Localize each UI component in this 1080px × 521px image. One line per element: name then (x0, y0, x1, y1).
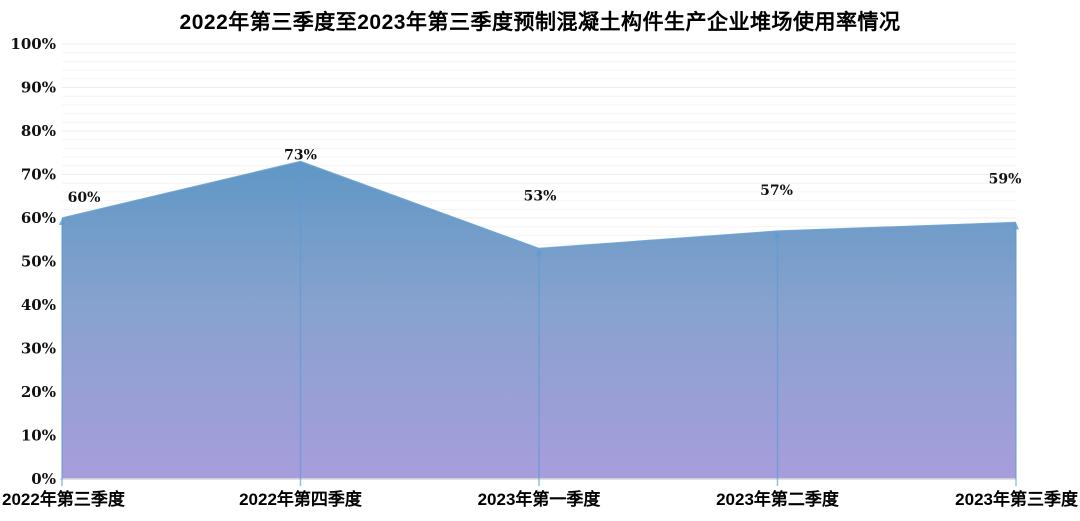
data-label: 57% (760, 183, 793, 199)
x-axis-category-label: 2023年第二季度 (716, 489, 840, 509)
x-axis-category-label: 2022年第三季度 (2, 489, 126, 509)
chart-title: 2022年第三季度至2023年第三季度预制混凝土构件生产企业堆场使用率情况 (179, 11, 901, 34)
drop-line-arrowhead (1013, 222, 1019, 230)
x-axis-category-label: 2023年第一季度 (478, 489, 602, 509)
data-label: 73% (284, 147, 317, 163)
y-axis-tick-label: 90% (21, 79, 56, 97)
y-axis-tick-label: 10% (21, 427, 56, 445)
y-axis-tick-label: 40% (21, 296, 56, 314)
data-label: 59% (989, 171, 1022, 187)
data-label: 53% (524, 188, 557, 204)
y-axis-tick-label: 30% (21, 340, 56, 358)
x-axis-category-label: 2023年第三季度 (955, 489, 1079, 509)
y-axis-tick-label: 0% (31, 470, 56, 488)
drop-line-arrowhead (536, 248, 542, 256)
drop-line-arrowhead (774, 231, 781, 239)
drop-line-arrowhead (59, 218, 65, 225)
y-axis-tick-label: 20% (21, 383, 56, 401)
y-axis-tick-label: 100% (10, 35, 56, 53)
y-axis-tick-label: 60% (21, 209, 56, 227)
y-axis-tick-label: 70% (21, 166, 56, 184)
x-axis-category-label: 2022年第四季度 (239, 489, 363, 509)
drop-line-arrowhead (297, 161, 304, 169)
data-label: 60% (68, 190, 101, 206)
y-axis-tick-label: 80% (21, 122, 56, 140)
y-axis-tick-label: 50% (21, 253, 56, 271)
